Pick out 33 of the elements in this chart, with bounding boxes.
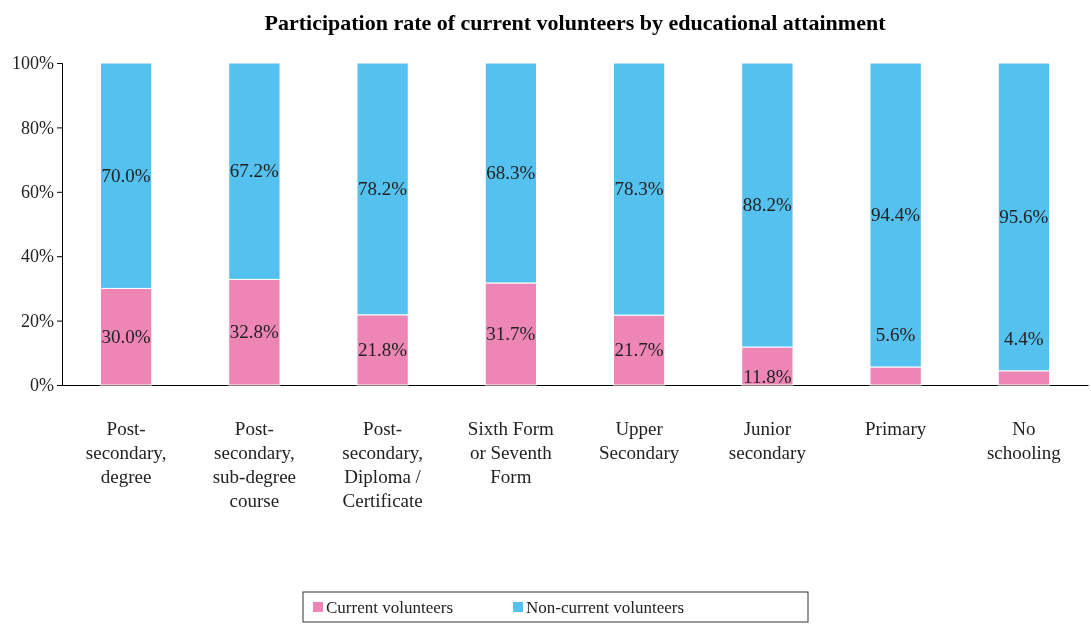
y-tick-label: 0% (30, 375, 54, 396)
data-label: 94.4% (871, 203, 921, 225)
data-label: 11.8% (743, 366, 792, 387)
x-tick-label: Junior secondary (728, 418, 807, 463)
data-label: 21.7% (614, 339, 664, 361)
data-label: 31.7% (486, 322, 536, 344)
y-tick-label: 40% (21, 246, 54, 267)
y-tick-label: 60% (21, 182, 54, 203)
x-tick-label: Sixth Form or Seventh Form (467, 418, 555, 487)
x-tick-label: Upper Secondary (599, 418, 680, 463)
x-tick-label: Primary (865, 418, 927, 439)
x-tick-label: No schooling (986, 418, 1062, 463)
x-tick-label: Post-secondary, degree (85, 418, 167, 487)
data-label: 4.4% (1004, 327, 1044, 349)
data-label: 95.6% (999, 205, 1049, 227)
data-label: 68.3% (486, 161, 536, 183)
x-tick-label: Post-secondary, sub-degree course (212, 418, 297, 511)
legend-label: Current volunteers (326, 598, 453, 617)
y-tick-label: 20% (21, 310, 54, 331)
data-label: 32.8% (229, 321, 280, 343)
data-label: 30.0% (101, 325, 151, 347)
data-label: 78.2% (358, 177, 408, 199)
data-label: 21.8% (358, 338, 408, 360)
legend-label: Non-current volunteers (526, 598, 685, 617)
data-label: 78.3% (614, 178, 664, 200)
y-tick-label: 100% (12, 53, 54, 74)
y-tick-label: 80% (21, 117, 54, 138)
data-label: 70.0% (101, 164, 151, 186)
chart-title: Participation rate of current volunteers by educational attainment (264, 10, 887, 35)
data-label: 5.6% (875, 323, 916, 345)
data-label: 88.2% (742, 194, 793, 215)
data-label: 67.2% (229, 160, 280, 182)
x-tick-label: Post-secondary, Diploma / Certificate (342, 418, 423, 511)
